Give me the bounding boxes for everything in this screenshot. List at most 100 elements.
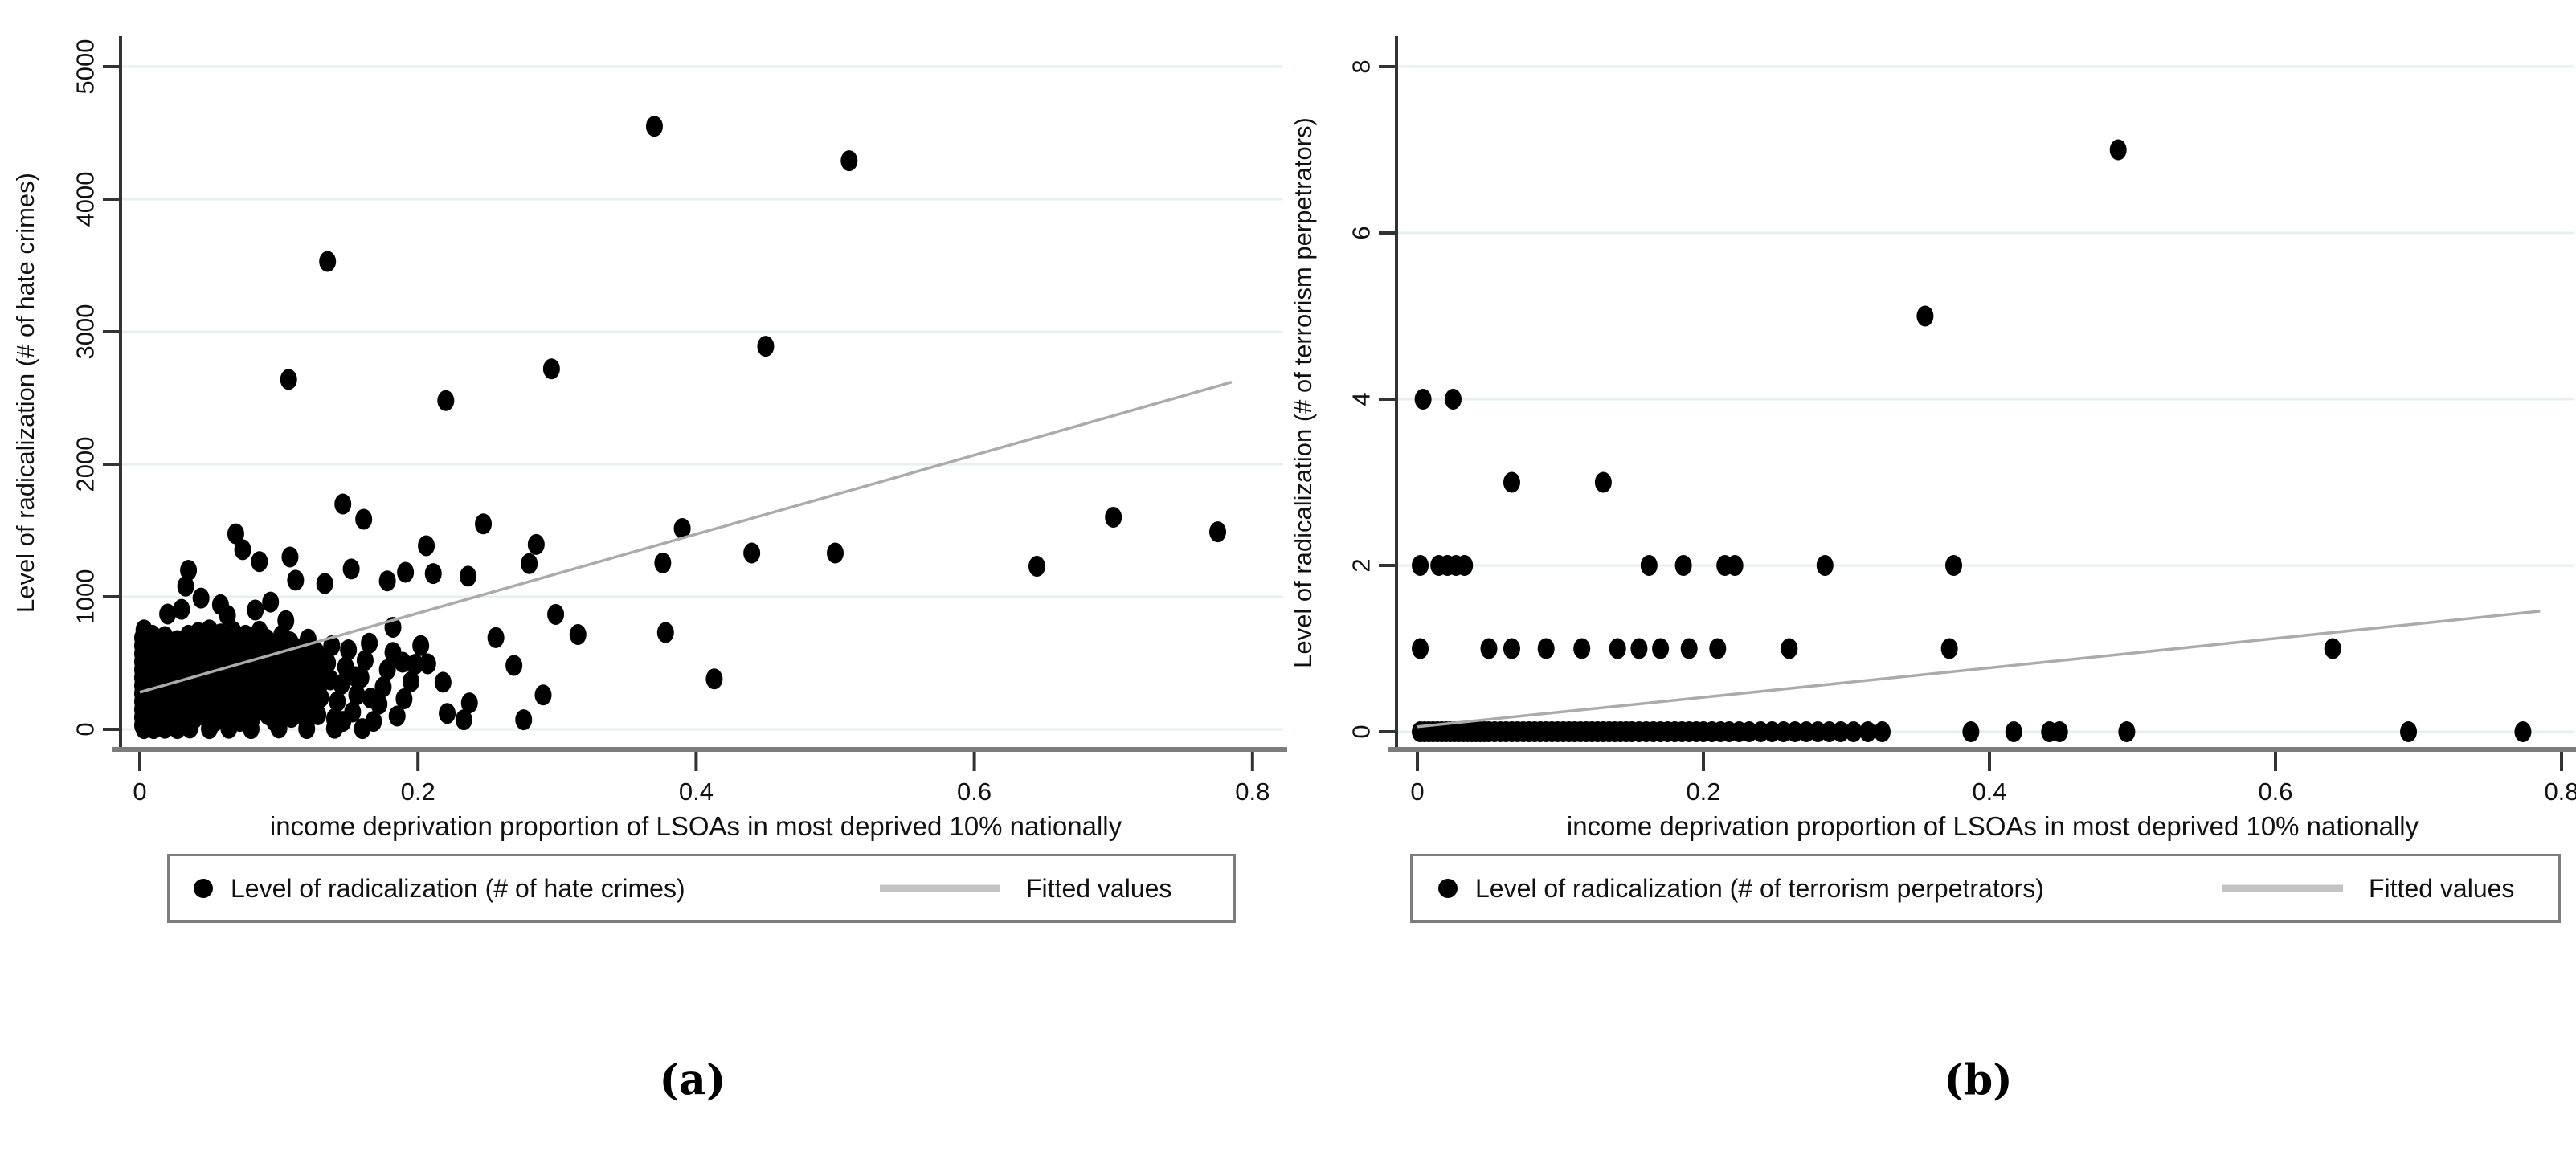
x-tick-label: 0.4	[679, 778, 714, 806]
x-tick-label: 0.2	[401, 778, 435, 806]
scatter-point	[515, 709, 533, 731]
scatter-marker-icon	[194, 879, 213, 898]
scatter-point	[234, 539, 251, 561]
scatter-point	[287, 569, 305, 591]
x-axis-title: income deprivation proportion of LSOAs i…	[270, 811, 1122, 841]
scatter-point	[173, 598, 190, 620]
fitted-line	[1417, 610, 2541, 729]
scatter-point	[1859, 721, 1877, 742]
scatter-point	[1537, 638, 1555, 659]
scatter-point	[418, 535, 435, 557]
scatter-point	[1674, 555, 1692, 576]
scatter-point	[1573, 638, 1591, 659]
scatter-point	[2324, 638, 2341, 659]
scatter-point	[460, 692, 478, 714]
scatter-point	[344, 701, 362, 723]
y-tick-label: 3000	[72, 304, 100, 360]
scatter-point	[527, 533, 545, 555]
scatter-point	[356, 650, 374, 671]
scatter-marker-icon	[1438, 879, 1458, 898]
scatter-point	[247, 599, 264, 621]
scatter-point	[424, 563, 442, 585]
scatter-point	[840, 150, 858, 172]
scatter-point	[1456, 555, 1474, 576]
legend-fitted-label-a: Fitted values	[1026, 874, 1172, 903]
x-tick-label: 0.8	[2544, 778, 2576, 806]
scatter-point	[1680, 638, 1698, 659]
scatter-point	[419, 653, 436, 675]
scatter-point	[1945, 555, 1962, 576]
scatter-point	[2118, 721, 2136, 742]
scatter-point	[460, 565, 477, 587]
caption-panel-b: (b)	[1944, 1055, 2013, 1105]
scatter-point	[1874, 721, 1891, 742]
y-tick-label: 0	[72, 722, 100, 736]
scatter-point	[378, 659, 396, 680]
scatter-point	[192, 587, 210, 609]
x-tick-label: 0	[1410, 778, 1424, 806]
scatter-point	[656, 622, 674, 643]
scatter-point	[352, 667, 370, 688]
scatter-point	[227, 523, 244, 545]
scatter-point	[1445, 389, 1462, 410]
scatter-point	[1480, 638, 1498, 659]
scatter-point	[1726, 555, 1744, 576]
y-tick-label: 8	[1347, 59, 1376, 73]
scatter-point	[1503, 638, 1520, 659]
scatter-point	[340, 639, 358, 660]
scatter-point	[2109, 139, 2127, 161]
y-tick-label: 2000	[72, 437, 100, 492]
fitted-line	[139, 381, 1233, 694]
scatter-point	[1940, 638, 1958, 659]
legend-panel-a: Level of radicalization (# of hate crime…	[167, 854, 1236, 923]
scatter-point	[1652, 638, 1670, 659]
scatter-point	[547, 603, 565, 625]
scatter-point	[270, 717, 288, 739]
scatter-point	[407, 654, 424, 675]
y-tick-label: 1000	[72, 569, 100, 625]
y-tick-label: 0	[1347, 724, 1376, 738]
scatter-point	[2051, 721, 2068, 742]
scatter-point	[1028, 556, 1045, 578]
scatter-point	[169, 718, 186, 740]
scatter-point	[348, 684, 366, 706]
y-tick-label: 2	[1347, 558, 1376, 572]
scatter-point	[378, 570, 396, 592]
x-tick-label: 0.6	[2258, 778, 2292, 806]
scatter-point	[1640, 555, 1658, 576]
x-tick-label: 0.6	[957, 778, 992, 806]
scatter-point	[521, 553, 538, 574]
scatter-point	[827, 542, 844, 564]
scatter-point	[437, 390, 455, 411]
scatter-point	[370, 693, 388, 715]
scatter-point	[1709, 638, 1727, 659]
scatter-point	[374, 676, 392, 698]
scatter-point	[439, 703, 456, 724]
scatter-point	[281, 546, 299, 568]
scatter-point	[329, 691, 346, 712]
scatter-point	[569, 624, 587, 646]
legend-series-label-a: Level of radicalization (# of hate crime…	[231, 874, 685, 903]
y-tick-label: 4000	[72, 172, 100, 227]
scatter-point	[743, 542, 761, 564]
scatter-point	[2400, 721, 2418, 742]
scatter-point	[181, 717, 198, 739]
scatter-point	[654, 552, 672, 573]
scatter-point	[1609, 638, 1626, 659]
scatter-point	[1503, 471, 1520, 493]
scatter-point	[1209, 521, 1227, 543]
y-axis-title: Level of radicalization (# of hate crime…	[11, 173, 39, 613]
scatter-point	[242, 718, 260, 740]
scatter-point	[487, 627, 505, 648]
scatter-point	[1832, 721, 1850, 742]
scatter-point	[1962, 721, 1980, 742]
x-tick-label: 0.2	[1686, 778, 1720, 806]
fitted-line-swatch-icon	[880, 884, 1000, 892]
scatter-point	[325, 717, 343, 739]
scatter-point	[412, 635, 430, 656]
x-axis-title: income deprivation proportion of LSOAs i…	[1567, 811, 2419, 841]
scatter-point	[312, 687, 329, 708]
scatter-point	[645, 116, 663, 137]
scatter-point	[1845, 721, 1862, 742]
